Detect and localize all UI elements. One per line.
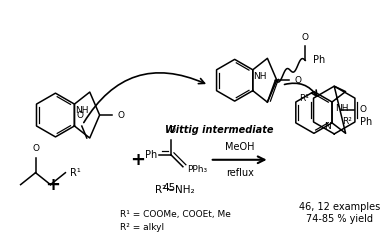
Text: R¹: R¹	[71, 168, 81, 178]
Text: MeOH: MeOH	[225, 142, 254, 152]
Text: 46, 12 examples: 46, 12 examples	[299, 202, 380, 212]
Text: NH: NH	[253, 72, 267, 81]
Text: R²−NH₂: R²−NH₂	[155, 185, 195, 195]
Text: O: O	[32, 144, 39, 153]
Text: PPh₃: PPh₃	[187, 165, 207, 174]
Text: Wittig intermediate: Wittig intermediate	[165, 125, 274, 135]
Text: R² = alkyl: R² = alkyl	[120, 223, 164, 232]
Text: O: O	[169, 126, 176, 135]
Text: R²: R²	[342, 117, 352, 126]
Text: R¹ = COOMe, COOEt, Me: R¹ = COOMe, COOEt, Me	[120, 210, 231, 219]
Text: R¹: R¹	[299, 94, 309, 103]
Text: N: N	[325, 122, 331, 131]
Text: NH: NH	[75, 106, 89, 115]
Text: Ph: Ph	[360, 117, 372, 127]
Text: +: +	[131, 151, 145, 169]
Text: O: O	[118, 111, 125, 120]
Text: O: O	[360, 105, 367, 114]
Text: 74-85 % yield: 74-85 % yield	[306, 214, 373, 224]
Text: O: O	[295, 76, 302, 85]
Text: NH: NH	[335, 104, 348, 113]
Text: +: +	[45, 176, 60, 194]
Text: 45: 45	[162, 183, 176, 193]
Text: Ph: Ph	[313, 55, 325, 65]
Text: O: O	[302, 32, 309, 42]
Text: Ph: Ph	[145, 150, 157, 160]
Text: reflux: reflux	[226, 168, 254, 178]
Text: O: O	[76, 111, 83, 120]
